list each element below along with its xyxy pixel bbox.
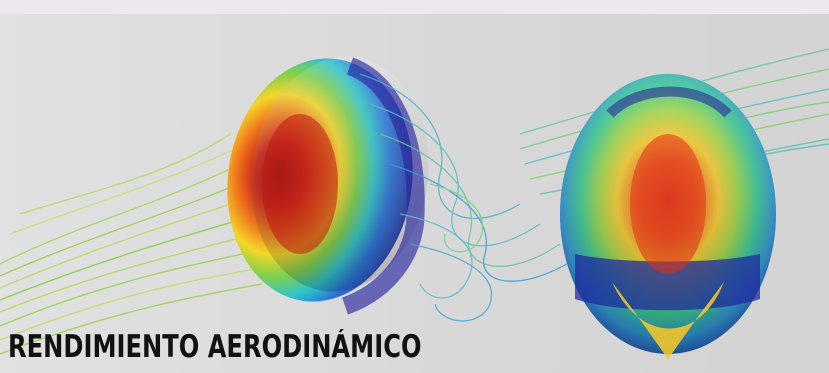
streamlines-wake xyxy=(359,73,576,322)
helmet-side-view xyxy=(227,56,429,315)
cfd-scene xyxy=(0,14,829,373)
top-strip xyxy=(0,0,829,14)
streamlines-left xyxy=(0,133,263,355)
helmet-front-view xyxy=(560,74,776,359)
cfd-illustration xyxy=(0,48,829,359)
caption-title: RENDIMIENTO AERODINÁMICO xyxy=(8,329,422,365)
